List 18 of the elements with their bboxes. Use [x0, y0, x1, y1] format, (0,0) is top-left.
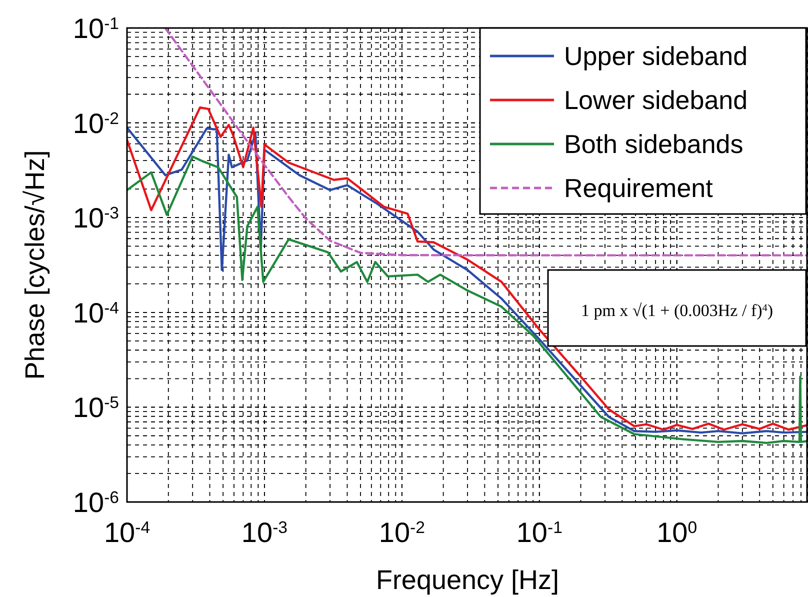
- y-tick-label: 10$^{-6}$: [72, 487, 119, 518]
- legend-label: Upper sideband: [564, 41, 748, 71]
- y-tick-label: 10$^{-4}$: [72, 297, 119, 328]
- annotation: 1 pm x √(1 + (0.003Hz / f)$^{4}$): [580, 301, 774, 320]
- x-tick-label: 10$^{-1}$: [516, 517, 562, 548]
- x-tick-label: 10$^{-2}$: [378, 517, 425, 548]
- legend-label: Requirement: [564, 173, 714, 203]
- y-tick-label: 10$^{-3}$: [72, 202, 119, 234]
- y-tick-label: 10$^{-5}$: [72, 392, 119, 424]
- legend-label: Lower sideband: [564, 85, 748, 115]
- x-tick-label: 10$^{-3}$: [241, 517, 288, 548]
- y-tick-label: 10$^{-2}$: [72, 108, 119, 139]
- x-axis-title: Frequency [Hz]: [376, 565, 560, 595]
- legend-label: Both sidebands: [564, 129, 744, 159]
- x-tick-label: 10$^{-4}$: [104, 517, 150, 548]
- y-axis-title: Phase [cycles/√Hz]: [20, 150, 50, 380]
- x-tick-label: 10$^{0}$: [656, 517, 698, 548]
- y-tick-label: 10$^{-1}$: [72, 13, 119, 44]
